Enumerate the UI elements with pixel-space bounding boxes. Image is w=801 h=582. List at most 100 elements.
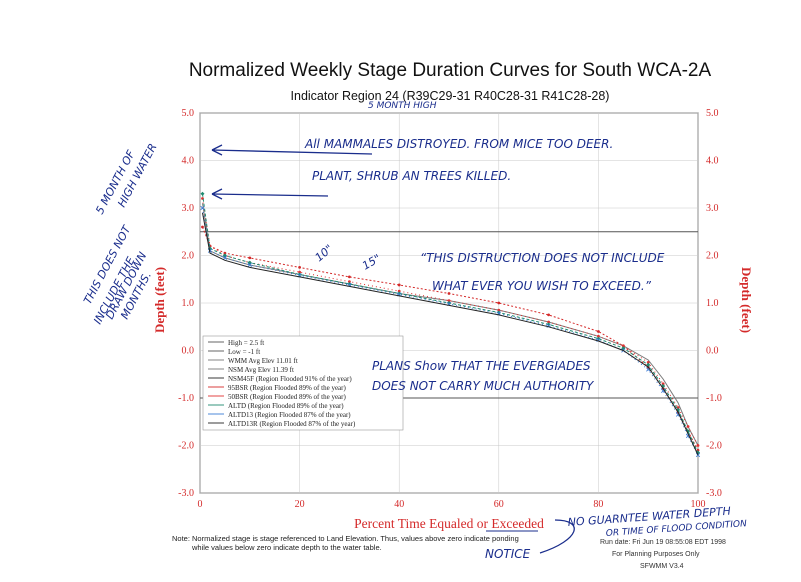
series-lines: [200, 191, 701, 458]
y-tick-label-left: 0.0: [182, 346, 195, 357]
arrow-head-upper-icon: [211, 144, 223, 156]
chart-title: Normalized Weekly Stage Duration Curves …: [189, 60, 712, 81]
x-axis-ticks: 0 20 40 60 80 100: [198, 499, 706, 510]
annotation-five-month-high: 5 MONTH HIGH: [368, 101, 437, 111]
annotation-fifteen-inch: 15": [360, 252, 383, 273]
data-point: [297, 272, 302, 277]
y-axis-label-left: Depth (feet): [152, 267, 167, 333]
data-point: [646, 360, 650, 364]
annotation-plans-line2: DOES NOT CARRY MUCH AUTHORITY: [372, 379, 595, 393]
legend-entry: ALTD (Region Flooded 89% of the year): [228, 402, 344, 410]
series-line: [202, 198, 699, 446]
annotation-distruction-line1: “THIS DISTRUCTION DOES NOT INCLUDE: [420, 251, 665, 265]
data-point: [200, 191, 205, 196]
data-point: [596, 336, 601, 341]
data-point: [348, 280, 351, 284]
arrow-head-lower-icon: [211, 188, 223, 200]
notice-arrow-icon: [539, 519, 575, 554]
y-tick-label-left: -1.0: [178, 393, 194, 404]
data-point: [497, 308, 501, 312]
data-point: [686, 425, 690, 428]
y-tick-label-right: -3.0: [706, 488, 722, 499]
x-tick-label: 40: [394, 499, 404, 510]
series-line: [202, 226, 699, 451]
y-tick-label-left: 4.0: [182, 156, 195, 167]
legend-entry: ALTD13R (Region Flooded 87% of the year): [228, 420, 356, 428]
data-point: [248, 256, 252, 260]
data-point: [546, 322, 551, 327]
y-tick-label-left: 5.0: [182, 108, 195, 119]
arrow-line-lower: [211, 193, 329, 197]
data-point: [646, 362, 651, 367]
y-tick-label-right: 5.0: [706, 108, 719, 119]
legend-entry: 50BSR (Region Flooded 89% of the year): [228, 393, 346, 401]
data-point: [447, 292, 451, 295]
y-tick-label-right: 2.0: [706, 251, 719, 262]
footer-note-line1: Note: Normalized stage is stage referenc…: [172, 534, 519, 543]
x-tick-label: 100: [691, 499, 706, 510]
data-point: [397, 289, 401, 293]
y-tick-label-left: 2.0: [182, 251, 195, 262]
annotation-notice: NOTICE: [485, 547, 531, 561]
data-point: [397, 291, 402, 296]
annotation-ten-inch: 10": [313, 242, 336, 264]
data-point: [200, 205, 205, 211]
legend-entry: NSM Avg Elev 11.39 ft: [228, 366, 294, 374]
footer-version: SFWMM V3.4: [640, 563, 684, 570]
legend-entry: ALTD13 (Region Flooded 87% of the year): [228, 411, 351, 419]
data-point: [223, 251, 227, 255]
data-point: [696, 444, 700, 447]
footer-run-date: Run date: Fri Jun 19 08:55:08 EDT 1998: [600, 539, 726, 546]
x-tick-label: 0: [198, 499, 203, 510]
y-tick-label-left: 3.0: [182, 203, 195, 214]
data-point: [348, 275, 351, 279]
y-tick-label-right: 4.0: [706, 156, 719, 167]
footer-note-line2: while values below zero indicate depth t…: [191, 543, 382, 552]
data-point: [676, 406, 680, 409]
annotation-mammals: All MAMMALES DISTROYED. FROM MICE TOO DE…: [304, 137, 613, 151]
y-tick-label-right: -2.0: [706, 441, 722, 452]
data-point: [547, 320, 550, 324]
y-tick-label-left: -2.0: [178, 441, 194, 452]
x-axis-label: Percent Time Equaled or Exceeded: [354, 516, 544, 531]
x-tick-label: 80: [593, 499, 603, 510]
annotation-plant: PLANT, SHRUB AN TREES KILLED.: [312, 169, 511, 183]
series-line: [202, 207, 699, 456]
data-point: [247, 262, 252, 268]
data-point: [597, 334, 600, 338]
footer-planning: For Planning Purposes Only: [612, 551, 700, 558]
data-point: [222, 255, 227, 260]
legend-box: [202, 335, 404, 431]
data-point: [547, 313, 550, 317]
annotation-plans-line1: PLANS Show THAT THE EVERGIADES: [372, 359, 591, 373]
series-line: [202, 212, 699, 456]
data-point: [298, 265, 301, 269]
y-tick-label-right: 3.0: [706, 203, 719, 214]
annotation-distruction-line2: WHAT EVER YOU WISH TO EXCEED.”: [432, 279, 652, 293]
y-tick-label-right: -1.0: [706, 393, 722, 404]
data-point: [298, 270, 301, 274]
y-tick-label-left: 1.0: [182, 298, 195, 309]
y-axis-label-right: Depth (feet): [739, 267, 754, 333]
arrow-line-upper: [211, 149, 373, 155]
chart-subtitle: Indicator Region 24 (R39C29-31 R40C28-31…: [291, 89, 610, 103]
data-point: [597, 330, 600, 333]
y-axis-right-ticks: 5.0 4.0 3.0 2.0 1.0 0.0 -1.0 -2.0 -3.0: [706, 108, 722, 499]
data-point: [397, 283, 401, 287]
y-tick-label-right: 1.0: [706, 298, 719, 309]
y-axis-left-ticks: 5.0 4.0 3.0 2.0 1.0 0.0 -1.0 -2.0 -3.0: [178, 108, 194, 499]
legend-entry: Low = -1 ft: [228, 348, 260, 356]
y-tick-label-right: 0.0: [706, 346, 719, 357]
data-point: [497, 301, 501, 305]
legend-entry: WMM Avg Elev 11.01 ft: [228, 357, 298, 365]
legend-entry: NSM45F (Region Flooded 91% of the year): [228, 375, 352, 383]
y-tick-label-left: -3.0: [178, 488, 194, 499]
data-point: [447, 299, 451, 303]
legend-entry: High = 2.5 ft: [228, 339, 264, 347]
data-point: [201, 225, 204, 229]
data-point: [447, 301, 451, 305]
x-tick-label: 60: [494, 499, 504, 510]
data-point: [621, 344, 625, 348]
